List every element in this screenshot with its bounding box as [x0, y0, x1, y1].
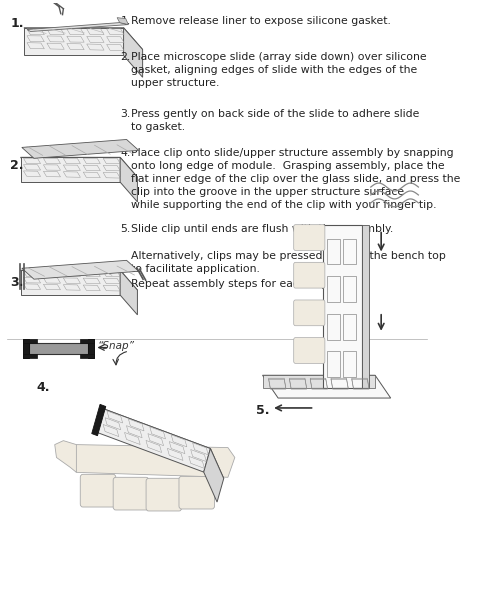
- Text: “Snap”: “Snap”: [98, 341, 135, 351]
- Text: Place microscope slide (array side down) over silicone
gasket, aligning edges of: Place microscope slide (array side down)…: [131, 52, 427, 88]
- FancyBboxPatch shape: [294, 263, 325, 288]
- Text: Press gently on back side of the slide to adhere slide
to gasket.: Press gently on back side of the slide t…: [131, 109, 420, 132]
- Bar: [343, 314, 356, 340]
- Bar: [80, 355, 94, 358]
- FancyBboxPatch shape: [80, 475, 116, 507]
- Bar: [362, 225, 369, 388]
- Polygon shape: [22, 140, 139, 159]
- Bar: [327, 276, 340, 302]
- Polygon shape: [120, 157, 138, 202]
- Bar: [88, 339, 94, 358]
- Polygon shape: [24, 28, 143, 49]
- Polygon shape: [27, 23, 128, 31]
- FancyBboxPatch shape: [146, 478, 182, 511]
- FancyBboxPatch shape: [294, 300, 325, 326]
- Polygon shape: [92, 405, 106, 436]
- FancyBboxPatch shape: [179, 476, 214, 509]
- Bar: [23, 339, 37, 343]
- Text: Place clip onto slide/upper structure assembly by snapping
onto long edge of mod: Place clip onto slide/upper structure as…: [131, 147, 461, 210]
- Bar: [343, 239, 356, 264]
- Text: 4.: 4.: [36, 381, 50, 394]
- Text: Slide clip until ends are flush with the assembly.: Slide clip until ends are flush with the…: [131, 224, 394, 234]
- Bar: [327, 314, 340, 340]
- Text: 2.: 2.: [121, 52, 131, 62]
- Polygon shape: [97, 409, 210, 472]
- FancyBboxPatch shape: [294, 337, 325, 364]
- Polygon shape: [117, 18, 128, 24]
- Text: Remove release liner to expose silicone gasket.: Remove release liner to expose silicone …: [131, 16, 391, 26]
- Bar: [29, 343, 88, 355]
- Polygon shape: [262, 375, 375, 388]
- Polygon shape: [20, 270, 120, 295]
- Polygon shape: [20, 157, 120, 182]
- FancyBboxPatch shape: [113, 478, 148, 510]
- Bar: [343, 276, 356, 302]
- Text: Alternatively, clips may be pressed against the bench top
to facilitate applicat: Alternatively, clips may be pressed agai…: [131, 251, 446, 274]
- Bar: [327, 239, 340, 264]
- Polygon shape: [20, 270, 138, 290]
- Text: 3.: 3.: [10, 276, 24, 289]
- FancyBboxPatch shape: [294, 225, 325, 251]
- Bar: [323, 225, 362, 388]
- Bar: [23, 339, 29, 358]
- Text: 5.: 5.: [255, 404, 269, 417]
- Polygon shape: [24, 28, 124, 55]
- Polygon shape: [20, 157, 138, 177]
- Polygon shape: [103, 409, 224, 479]
- Polygon shape: [70, 444, 235, 478]
- Polygon shape: [22, 260, 139, 279]
- Text: 1.: 1.: [10, 17, 24, 30]
- Bar: [327, 352, 340, 377]
- Bar: [343, 352, 356, 377]
- Polygon shape: [124, 28, 143, 77]
- Bar: [23, 355, 37, 358]
- Text: 2.: 2.: [10, 159, 24, 172]
- Bar: [80, 339, 94, 343]
- Polygon shape: [120, 270, 138, 315]
- Polygon shape: [204, 448, 224, 502]
- Polygon shape: [262, 375, 391, 398]
- Text: Repeat assembly steps for each clip.: Repeat assembly steps for each clip.: [131, 279, 332, 289]
- Text: 4.: 4.: [121, 147, 131, 157]
- Text: 3.: 3.: [121, 109, 131, 119]
- Text: 5.: 5.: [121, 224, 131, 234]
- Text: 1.: 1.: [121, 16, 131, 26]
- Polygon shape: [55, 441, 76, 472]
